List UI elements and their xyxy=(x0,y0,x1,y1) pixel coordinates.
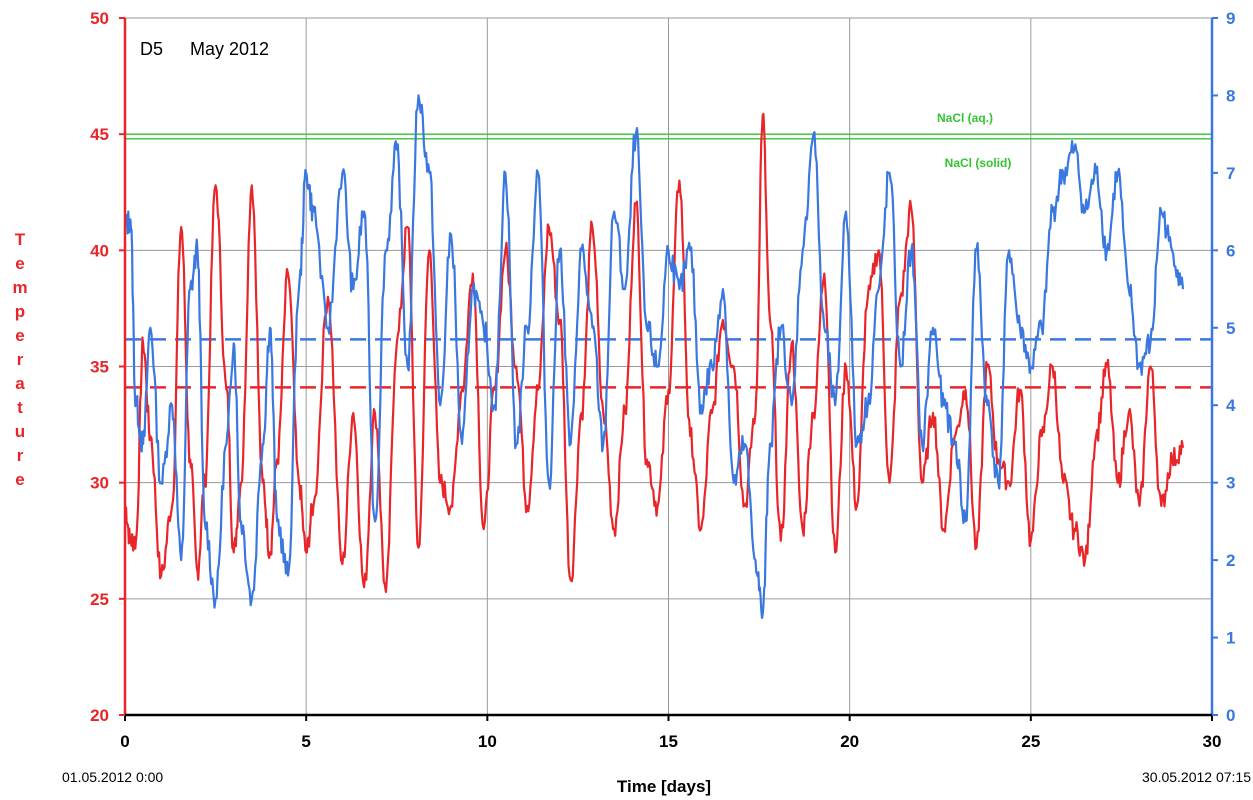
y-right-tick-label: 2 xyxy=(1226,551,1235,570)
y-left-tick-label: 35 xyxy=(90,358,109,377)
y-axis-label-letter: a xyxy=(15,374,25,393)
y-left-tick-label: 45 xyxy=(90,125,109,144)
y-axis-label-letter: m xyxy=(12,278,27,297)
reference-lines: NaCl (aq.) NaCl (solid) xyxy=(125,111,1212,389)
x-tick-label: 15 xyxy=(659,732,678,751)
x-tick-label: 20 xyxy=(840,732,859,751)
reference-line-label: NaCl (solid) xyxy=(945,156,1012,170)
y-left-tick-label: 20 xyxy=(90,706,109,725)
right-axis-series xyxy=(123,94,1185,619)
y-left-tick-label: 50 xyxy=(90,9,109,28)
y-right-tick-label: 0 xyxy=(1226,706,1235,725)
y-right-tick-label: 7 xyxy=(1226,164,1235,183)
y-axis-label-letter: p xyxy=(15,302,25,321)
y-axis-label-letter: e xyxy=(15,470,24,489)
x-tick-label: 0 xyxy=(120,732,129,751)
y-axis-label-letter: e xyxy=(15,254,24,273)
start-date-label: 01.05.2012 0:00 xyxy=(62,769,163,785)
y-axis-label-letter: T xyxy=(15,230,26,249)
y-right-tick-label: 5 xyxy=(1226,319,1235,338)
x-tick-label: 10 xyxy=(478,732,497,751)
series-line xyxy=(123,94,1185,619)
chart-subtitle: May 2012 xyxy=(190,39,269,59)
y-left-tick-label: 40 xyxy=(90,241,109,260)
end-date-label: 30.05.2012 07:15 xyxy=(1142,769,1251,785)
y-right-tick-label: 3 xyxy=(1226,474,1235,493)
y-right-tick-label: 6 xyxy=(1226,241,1235,260)
x-axis-label: Time [days] xyxy=(617,777,711,796)
grid xyxy=(125,17,1212,715)
temperature-series xyxy=(123,112,1185,593)
y-right-tick-label: 1 xyxy=(1226,629,1235,648)
chart-title: D5 xyxy=(140,39,163,59)
series-line xyxy=(123,112,1185,593)
y-axis-label-letter: e xyxy=(15,326,24,345)
y-left-tick-label: 25 xyxy=(90,590,109,609)
x-tick-label: 30 xyxy=(1203,732,1222,751)
y-right-tick-label: 4 xyxy=(1226,396,1236,415)
y-axis-label-letter: r xyxy=(17,446,24,465)
y-left-tick-label: 30 xyxy=(90,474,109,493)
x-tick-label: 5 xyxy=(301,732,310,751)
y-axis-label-letter: u xyxy=(15,422,25,441)
y-axis-label-letter: t xyxy=(17,398,23,417)
y-right-tick-label: 9 xyxy=(1226,9,1235,28)
x-tick-label: 25 xyxy=(1021,732,1040,751)
y-right-tick-label: 8 xyxy=(1226,86,1235,105)
reference-line-label: NaCl (aq.) xyxy=(937,111,993,125)
y-axis-label-letter: r xyxy=(17,350,24,369)
